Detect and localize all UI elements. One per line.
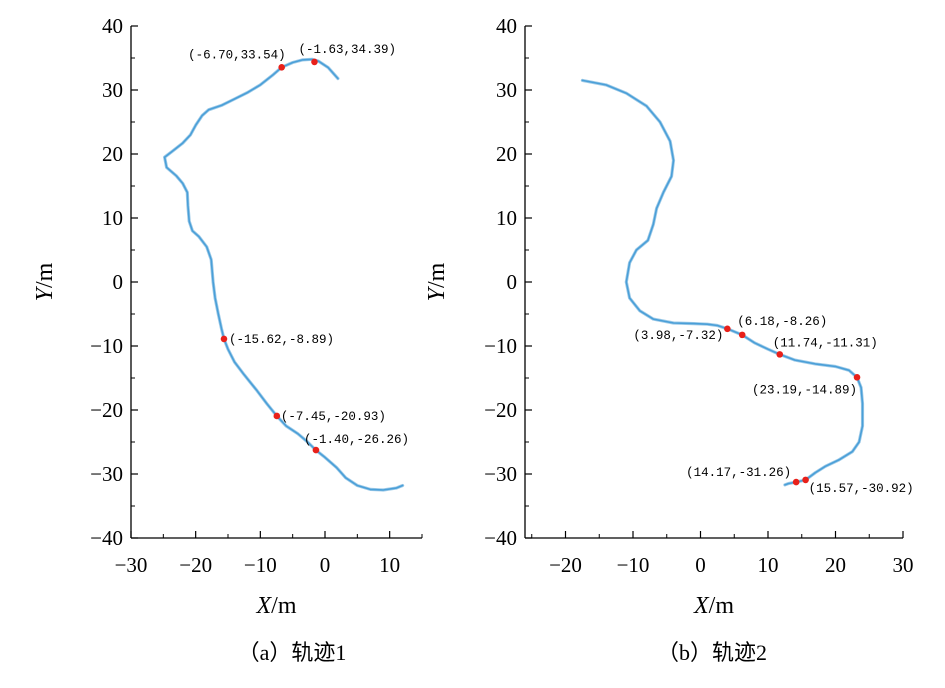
y-tick-label: −10	[90, 334, 123, 358]
x-tick-label: 30	[893, 553, 914, 577]
point-coordinate-label: (15.57,-30.92)	[809, 482, 914, 496]
y-tick-label: −10	[484, 334, 517, 358]
y-tick-label: 40	[102, 14, 123, 38]
point-coordinate-label: (3.98,-7.32)	[633, 329, 723, 343]
point-coordinate-label: (-1.40,-26.26)	[304, 433, 409, 447]
trajectory-point	[273, 412, 281, 420]
x-axis-unit: /m	[271, 593, 297, 619]
y-tick-label: 10	[496, 206, 517, 230]
point-coordinate-label: (6.18,-8.26)	[737, 315, 827, 329]
point-coordinate-label: (-6.70,33.54)	[188, 48, 286, 62]
y-axis-label: Y/m	[32, 262, 58, 301]
y-tick-label: −40	[484, 526, 517, 550]
x-tick-label: 10	[758, 553, 779, 577]
x-tick-label: −20	[179, 553, 212, 577]
y-axis-variable: Y	[32, 285, 58, 301]
y-tick-label: 30	[496, 78, 517, 102]
trajectory-point	[312, 446, 320, 454]
y-tick-label: −40	[90, 526, 123, 550]
trajectory-line-shadow	[580, 78, 865, 487]
trajectory-point	[311, 58, 318, 66]
point-coordinate-label: (-7.45,-20.93)	[281, 410, 386, 424]
x-tick-label: 20	[825, 553, 846, 577]
y-tick-label: 0	[507, 270, 518, 294]
panel-caption: （a）轨迹1	[238, 640, 347, 665]
panel-trajectory-2: −40 −30 −20 −10 0 10 20 30 40 −20 −10 0 10 20 30 (3.98,…	[424, 14, 914, 665]
trajectory-line	[163, 58, 404, 491]
x-tick-label: 10	[379, 553, 400, 577]
x-tick-label: −10	[617, 553, 650, 577]
trajectory-point	[278, 64, 285, 71]
y-tick-label: −20	[90, 398, 123, 422]
y-tick-label: 40	[496, 14, 517, 38]
trajectory-point	[738, 331, 746, 339]
point-coordinate-label: (-15.62,-8.89)	[229, 333, 334, 347]
y-tick-label: 0	[113, 270, 124, 294]
y-tick-label: −20	[484, 398, 517, 422]
y-axis-unit: /m	[424, 262, 450, 288]
y-axis-label: Y/m	[424, 262, 450, 301]
trajectory-point	[792, 478, 800, 486]
panel-caption: （b）轨迹2	[657, 640, 767, 665]
trajectory-line-shadow	[163, 57, 405, 492]
y-tick-label: 30	[102, 78, 123, 102]
point-coordinate-label: (14.17,-31.26)	[686, 466, 791, 480]
y-tick-label: −30	[90, 462, 123, 486]
point-coordinate-label: (11.74,-11.31)	[773, 336, 878, 350]
x-tick-label: −20	[549, 553, 582, 577]
panel-trajectory-1: −40 −30 −20 −10 0 10 20 30 40 −30 −20 −10 0 10 (-6.70,…	[32, 14, 423, 665]
y-axis-unit: /m	[32, 262, 58, 288]
x-axis-unit: /m	[709, 593, 735, 619]
trajectory-point	[802, 476, 809, 484]
y-tick-label: −30	[484, 462, 517, 486]
trajectory-point	[220, 335, 228, 343]
x-axis-label: X/m	[693, 593, 734, 619]
x-axis-variable: X	[255, 593, 272, 619]
x-tick-label: −30	[115, 553, 148, 577]
x-tick-label: 0	[695, 553, 706, 577]
x-tick-label: −10	[244, 553, 277, 577]
x-axis-label: X/m	[255, 593, 296, 619]
y-tick-label: 10	[102, 206, 123, 230]
y-axis-variable: Y	[424, 285, 450, 301]
point-coordinate-label: (23.19,-14.89)	[752, 383, 857, 397]
trajectory-point	[724, 325, 731, 333]
x-axis-variable: X	[693, 593, 710, 619]
point-coordinate-label: (-1.63,34.39)	[298, 43, 396, 57]
trajectory-line	[581, 79, 864, 486]
x-tick-label: 0	[320, 553, 331, 577]
trajectory-point	[853, 373, 861, 381]
y-tick-label: 20	[496, 142, 517, 166]
y-tick-label: 20	[102, 142, 123, 166]
trajectory-point	[776, 351, 784, 358]
